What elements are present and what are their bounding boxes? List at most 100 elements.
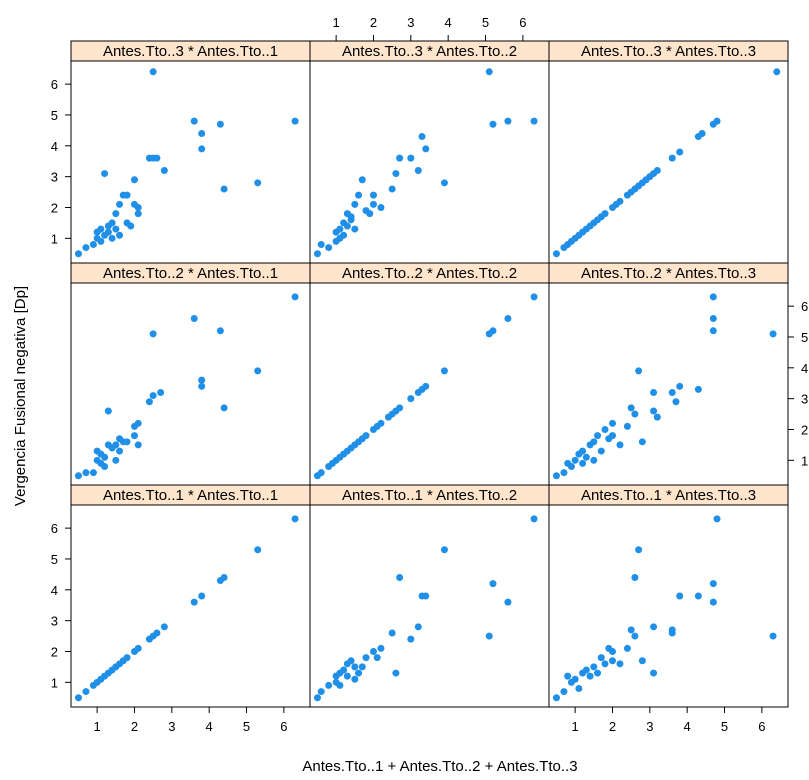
data-point: [134, 419, 142, 427]
data-point: [325, 681, 333, 689]
data-point: [575, 684, 583, 692]
data-point: [347, 213, 355, 221]
panel-frame: [548, 504, 789, 708]
x-tick-label: 4: [206, 719, 213, 734]
data-point: [160, 623, 168, 631]
data-point: [668, 388, 676, 396]
data-point: [369, 191, 377, 199]
data-point: [123, 191, 131, 199]
data-point: [388, 629, 396, 637]
data-point: [254, 179, 262, 187]
data-point: [108, 219, 116, 227]
data-point: [190, 598, 198, 606]
data-point: [623, 644, 631, 652]
data-point: [74, 472, 82, 480]
panel: Antes.Tto..3 * Antes.Tto..3: [548, 40, 789, 264]
data-point: [564, 672, 572, 680]
data-point: [313, 694, 321, 702]
data-point: [134, 644, 142, 652]
data-point: [769, 330, 777, 338]
data-point: [713, 515, 721, 523]
data-point: [220, 573, 228, 581]
data-point: [190, 314, 198, 322]
x-axis-title: Antes.Tto..1 + Antes.Tto..2 + Antes.Tto.…: [302, 758, 577, 775]
data-point: [369, 200, 377, 208]
data-point: [123, 438, 131, 446]
data-point: [396, 573, 404, 581]
data-point: [590, 663, 598, 671]
data-point: [694, 592, 702, 600]
y-tick-label: 2: [51, 200, 58, 215]
data-point: [190, 117, 198, 125]
data-point: [485, 68, 493, 76]
data-point: [392, 669, 400, 677]
data-point: [530, 117, 538, 125]
data-point: [101, 462, 109, 470]
data-point: [422, 382, 430, 390]
data-point: [608, 647, 616, 655]
data-point: [134, 441, 142, 449]
data-point: [343, 222, 351, 230]
x-tick-label: 6: [280, 719, 287, 734]
data-point: [489, 580, 497, 588]
data-point: [709, 580, 717, 588]
data-point: [149, 68, 157, 76]
data-point: [504, 314, 512, 322]
data-point: [668, 626, 676, 634]
data-point: [552, 472, 560, 480]
x-tick-label: 5: [482, 15, 489, 30]
data-point: [377, 419, 385, 427]
data-point: [160, 166, 168, 174]
data-point: [616, 660, 624, 668]
data-point: [601, 425, 609, 433]
panel-strip-label: Antes.Tto..1 * Antes.Tto..2: [342, 487, 517, 504]
data-point: [82, 469, 90, 477]
data-point: [101, 170, 109, 178]
y-tick-label: 6: [51, 521, 58, 536]
data-point: [586, 672, 594, 680]
data-point: [97, 225, 105, 233]
data-point: [198, 376, 206, 384]
data-point: [355, 191, 363, 199]
y-tick-label: 5: [801, 330, 808, 345]
data-point: [594, 432, 602, 440]
data-point: [358, 176, 366, 184]
data-point: [530, 515, 538, 523]
data-point: [392, 170, 400, 178]
data-point: [82, 244, 90, 252]
data-point: [130, 432, 138, 440]
data-point: [709, 327, 717, 335]
data-point: [198, 145, 206, 153]
data-point: [579, 459, 587, 467]
y-tick-label: 2: [51, 644, 58, 659]
data-point: [104, 407, 112, 415]
data-point: [627, 404, 635, 412]
data-point: [145, 398, 153, 406]
data-point: [627, 626, 635, 634]
panel: Antes.Tto..3 * Antes.Tto..2: [309, 40, 550, 264]
data-point: [336, 681, 344, 689]
data-point: [340, 231, 348, 239]
data-point: [567, 462, 575, 470]
y-tick-label: 6: [51, 77, 58, 92]
data-point: [198, 592, 206, 600]
data-point: [198, 129, 206, 137]
data-point: [773, 68, 781, 76]
data-point: [351, 675, 359, 683]
data-point: [220, 404, 228, 412]
data-point: [216, 120, 224, 128]
data-point: [638, 438, 646, 446]
data-point: [440, 367, 448, 375]
panel: Antes.Tto..1 * Antes.Tto..2: [309, 484, 550, 708]
data-point: [104, 228, 112, 236]
data-point: [485, 632, 493, 640]
data-point: [616, 441, 624, 449]
data-point: [116, 231, 124, 239]
panel-strip-label: Antes.Tto..3 * Antes.Tto..3: [581, 43, 756, 60]
panel: Antes.Tto..2 * Antes.Tto..2: [309, 262, 550, 486]
data-point: [116, 447, 124, 455]
panels-layer: Antes.Tto..3 * Antes.Tto..1 Antes.Tto..3 …: [70, 40, 789, 708]
data-point: [504, 117, 512, 125]
data-point: [116, 200, 124, 208]
data-point: [216, 327, 224, 335]
